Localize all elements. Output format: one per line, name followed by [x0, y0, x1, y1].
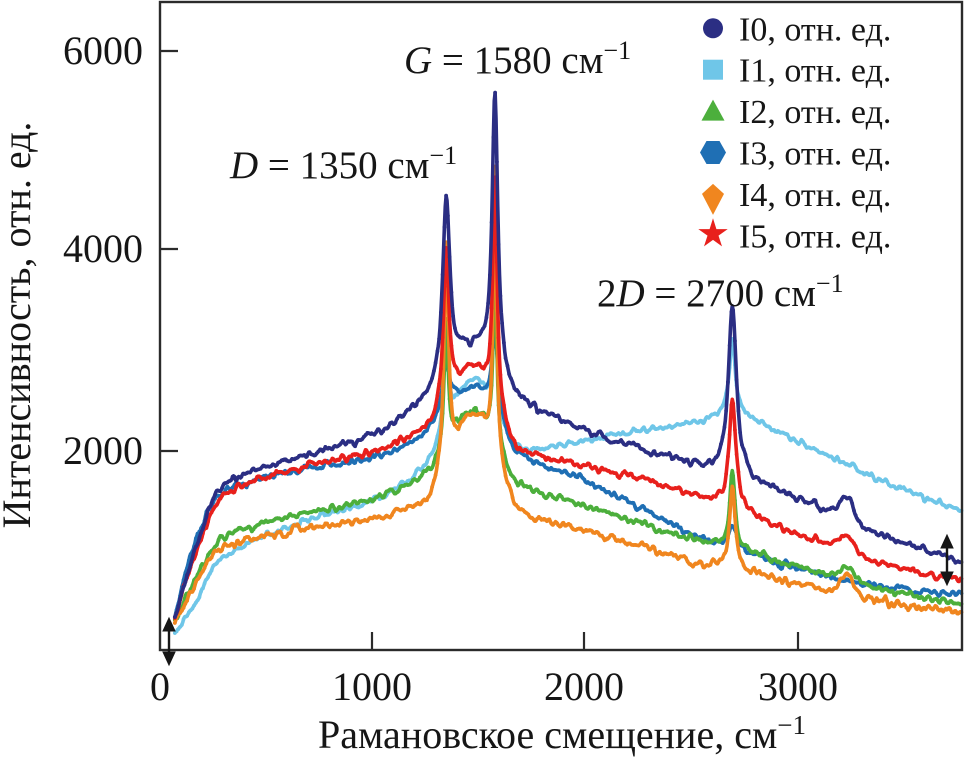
svg-text:I0, отн. ед.: I0, отн. ед.	[739, 11, 891, 48]
svg-text:I3, отн. ед.: I3, отн. ед.	[739, 136, 891, 173]
svg-text:2000: 2000	[544, 664, 624, 709]
svg-text:I1, отн. ед.: I1, отн. ед.	[739, 53, 891, 90]
svg-text:2D = 2700 см−1: 2D = 2700 см−1	[597, 269, 844, 315]
svg-text:2000: 2000	[63, 428, 143, 473]
svg-text:I5, отн. ед.: I5, отн. ед.	[739, 218, 891, 255]
svg-text:0: 0	[150, 664, 170, 709]
svg-text:Рамановское смещение, см−1: Рамановское смещение, см−1	[318, 710, 806, 757]
svg-text:I4, отн. ед.: I4, отн. ед.	[739, 177, 891, 214]
svg-text:I2, отн. ед.: I2, отн. ед.	[739, 94, 891, 131]
svg-text:Интенсивность, отн. ед.: Интенсивность, отн. ед.	[0, 122, 39, 529]
svg-text:6000: 6000	[63, 28, 143, 73]
svg-text:G = 1580 см−1: G = 1580 см−1	[404, 36, 631, 82]
svg-text:4000: 4000	[63, 226, 143, 271]
svg-text:3000: 3000	[758, 664, 838, 709]
svg-text:D = 1350 см−1: D = 1350 см−1	[229, 141, 457, 187]
svg-text:1000: 1000	[332, 664, 412, 709]
